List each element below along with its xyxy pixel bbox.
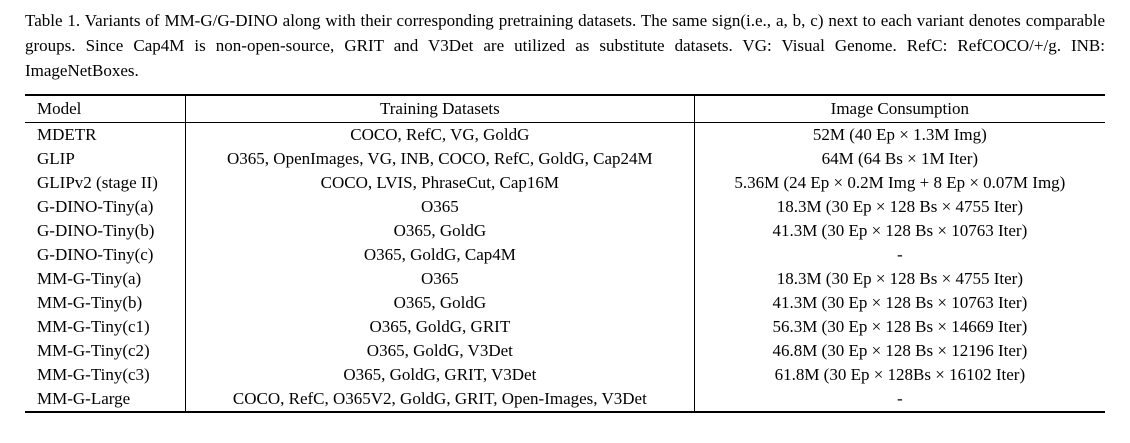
- datasets-cell: O365, OpenImages, VG, INB, COCO, RefC, G…: [185, 147, 695, 171]
- datasets-cell: O365, GoldG: [185, 219, 695, 243]
- consumption-cell: 5.36M (24 Ep × 0.2M Img + 8 Ep × 0.07M I…: [734, 173, 1066, 192]
- datasets-cell: O365: [185, 267, 695, 291]
- datasets-cell: COCO, LVIS, PhraseCut, Cap16M: [185, 171, 695, 195]
- model-cell: G-DINO-Tiny(b): [37, 221, 155, 240]
- datasets-cell: O365, GoldG, GRIT: [185, 315, 695, 339]
- table-row: MM-G-Tiny(c3) O365, GoldG, GRIT, V3Det 6…: [25, 363, 1105, 387]
- consumption-cell: 56.3M (30 Ep × 128 Bs × 14669 Iter): [772, 317, 1028, 336]
- model-cell: MM-G-Tiny(c1): [37, 317, 150, 336]
- consumption-cell: 61.8M (30 Ep × 128Bs × 16102 Iter): [774, 365, 1026, 384]
- model-cell: MM-G-Large: [37, 389, 131, 408]
- datasets-cell: O365: [185, 195, 695, 219]
- table-row: G-DINO-Tiny(b) O365, GoldG 41.3M (30 Ep …: [25, 219, 1105, 243]
- table-row: G-DINO-Tiny(a) O365 18.3M (30 Ep × 128 B…: [25, 195, 1105, 219]
- consumption-cell: 18.3M (30 Ep × 128 Bs × 4755 Iter): [776, 269, 1023, 288]
- table-header-row: Model Training Datasets Image Consumptio…: [25, 96, 1105, 123]
- table-row: G-DINO-Tiny(c) O365, GoldG, Cap4M -: [25, 243, 1105, 267]
- table-row: MM-G-Tiny(b) O365, GoldG 41.3M (30 Ep × …: [25, 291, 1105, 315]
- model-cell: GLIPv2 (stage II): [37, 173, 158, 192]
- table-row: GLIPv2 (stage II) COCO, LVIS, PhraseCut,…: [25, 171, 1105, 195]
- model-cell: GLIP: [37, 149, 75, 168]
- table-row: MDETR COCO, RefC, VG, GoldG 52M (40 Ep ×…: [25, 123, 1105, 147]
- consumption-cell: 41.3M (30 Ep × 128 Bs × 10763 Iter): [772, 293, 1028, 312]
- model-cell: MM-G-Tiny(c2): [37, 341, 150, 360]
- model-cell: G-DINO-Tiny(c): [37, 245, 154, 264]
- consumption-cell: -: [897, 389, 903, 408]
- datasets-cell: COCO, RefC, VG, GoldG: [185, 123, 695, 147]
- datasets-cell: COCO, RefC, O365V2, GoldG, GRIT, Open-Im…: [185, 387, 695, 411]
- datasets-cell: O365, GoldG: [185, 291, 695, 315]
- model-cell: MM-G-Tiny(b): [37, 293, 143, 312]
- table-row: GLIP O365, OpenImages, VG, INB, COCO, Re…: [25, 147, 1105, 171]
- model-cell: MDETR: [37, 125, 97, 144]
- consumption-cell: 41.3M (30 Ep × 128 Bs × 10763 Iter): [772, 221, 1028, 240]
- header-image-consumption: Image Consumption: [830, 99, 970, 118]
- table-row: MM-G-Tiny(a) O365 18.3M (30 Ep × 128 Bs …: [25, 267, 1105, 291]
- consumption-cell: 52M (40 Ep × 1.3M Img): [812, 125, 987, 144]
- consumption-cell: -: [897, 245, 903, 264]
- consumption-cell: 18.3M (30 Ep × 128 Bs × 4755 Iter): [776, 197, 1023, 216]
- datasets-cell: O365, GoldG, V3Det: [185, 339, 695, 363]
- header-model: Model: [37, 99, 82, 118]
- datasets-cell: O365, GoldG, GRIT, V3Det: [185, 363, 695, 387]
- table-row: MM-G-Tiny(c2) O365, GoldG, V3Det 46.8M (…: [25, 339, 1105, 363]
- table-caption: Table 1. Variants of MM-G/G-DINO along w…: [25, 11, 1105, 80]
- table-row: MM-G-Large COCO, RefC, O365V2, GoldG, GR…: [25, 387, 1105, 411]
- table-row: MM-G-Tiny(c1) O365, GoldG, GRIT 56.3M (3…: [25, 315, 1105, 339]
- consumption-cell: 64M (64 Bs × 1M Iter): [821, 149, 979, 168]
- header-training-datasets: Training Datasets: [185, 96, 695, 122]
- pretraining-datasets-table: Model Training Datasets Image Consumptio…: [25, 94, 1105, 413]
- model-cell: MM-G-Tiny(a): [37, 269, 142, 288]
- model-cell: G-DINO-Tiny(a): [37, 197, 154, 216]
- consumption-cell: 46.8M (30 Ep × 128 Bs × 12196 Iter): [772, 341, 1028, 360]
- model-cell: MM-G-Tiny(c3): [37, 365, 150, 384]
- datasets-cell: O365, GoldG, Cap4M: [185, 243, 695, 267]
